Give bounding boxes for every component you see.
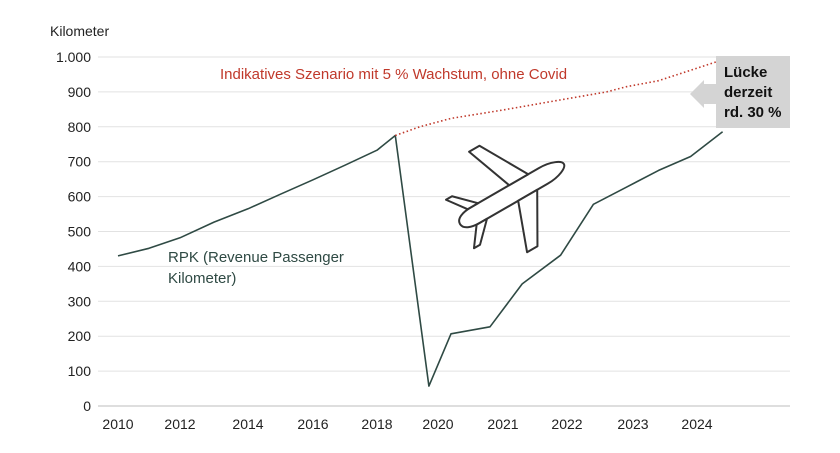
scenario-label: Indikatives Szenario mit 5 % Wachstum, o… <box>220 66 567 83</box>
x-tick-label: 2024 <box>681 416 712 432</box>
gap-text: Lücke derzeit rd. 30 % <box>724 64 782 121</box>
gap-text-line-3: rd. 30 % <box>724 104 782 121</box>
x-tick-label: 2022 <box>551 416 582 432</box>
y-tick-label: 400 <box>68 258 92 274</box>
y-tick-label: 700 <box>68 154 92 170</box>
x-tick-label: 2023 <box>617 416 648 432</box>
x-tick-label: 2020 <box>422 416 453 432</box>
rpk-label: RPK (Revenue Passenger Kilometer) <box>168 249 348 287</box>
y-axis-ticks: 0 100 200 300 400 500 600 700 800 900 1.000 <box>56 49 91 414</box>
airplane-icon <box>444 144 566 254</box>
y-tick-label: 800 <box>68 119 92 135</box>
y-axis-label: Kilometer <box>50 23 109 39</box>
scenario-line <box>395 59 723 137</box>
gap-box <box>716 56 790 128</box>
y-tick-label: 1.000 <box>56 49 91 65</box>
gap-annotation: Lücke derzeit rd. 30 % <box>690 56 790 128</box>
x-tick-label: 2012 <box>164 416 195 432</box>
x-tick-label: 2014 <box>232 416 263 432</box>
y-tick-label: 0 <box>83 398 91 414</box>
gap-text-line-2: derzeit <box>724 84 772 101</box>
series-lines <box>117 59 724 387</box>
x-axis-ticks: 2010 2012 2014 2016 2018 2020 2021 2022 2023 2024 <box>102 416 712 432</box>
y-tick-label: 900 <box>68 84 92 100</box>
gridlines <box>98 56 790 407</box>
x-tick-label: 2010 <box>102 416 133 432</box>
y-tick-label: 300 <box>68 293 92 309</box>
rpk-line <box>117 131 724 387</box>
x-tick-label: 2021 <box>487 416 518 432</box>
y-tick-label: 100 <box>68 363 92 379</box>
gap-arrow <box>690 72 716 120</box>
x-tick-label: 2016 <box>297 416 328 432</box>
x-tick-label: 2018 <box>361 416 392 432</box>
y-tick-label: 600 <box>68 189 92 205</box>
rpk-label-line-1: RPK (Revenue Passenger <box>168 249 344 266</box>
gap-text-line-1: Lücke <box>724 64 767 81</box>
y-tick-label: 200 <box>68 328 92 344</box>
y-tick-label: 500 <box>68 224 92 240</box>
rpk-label-line-2: Kilometer) <box>168 270 236 287</box>
